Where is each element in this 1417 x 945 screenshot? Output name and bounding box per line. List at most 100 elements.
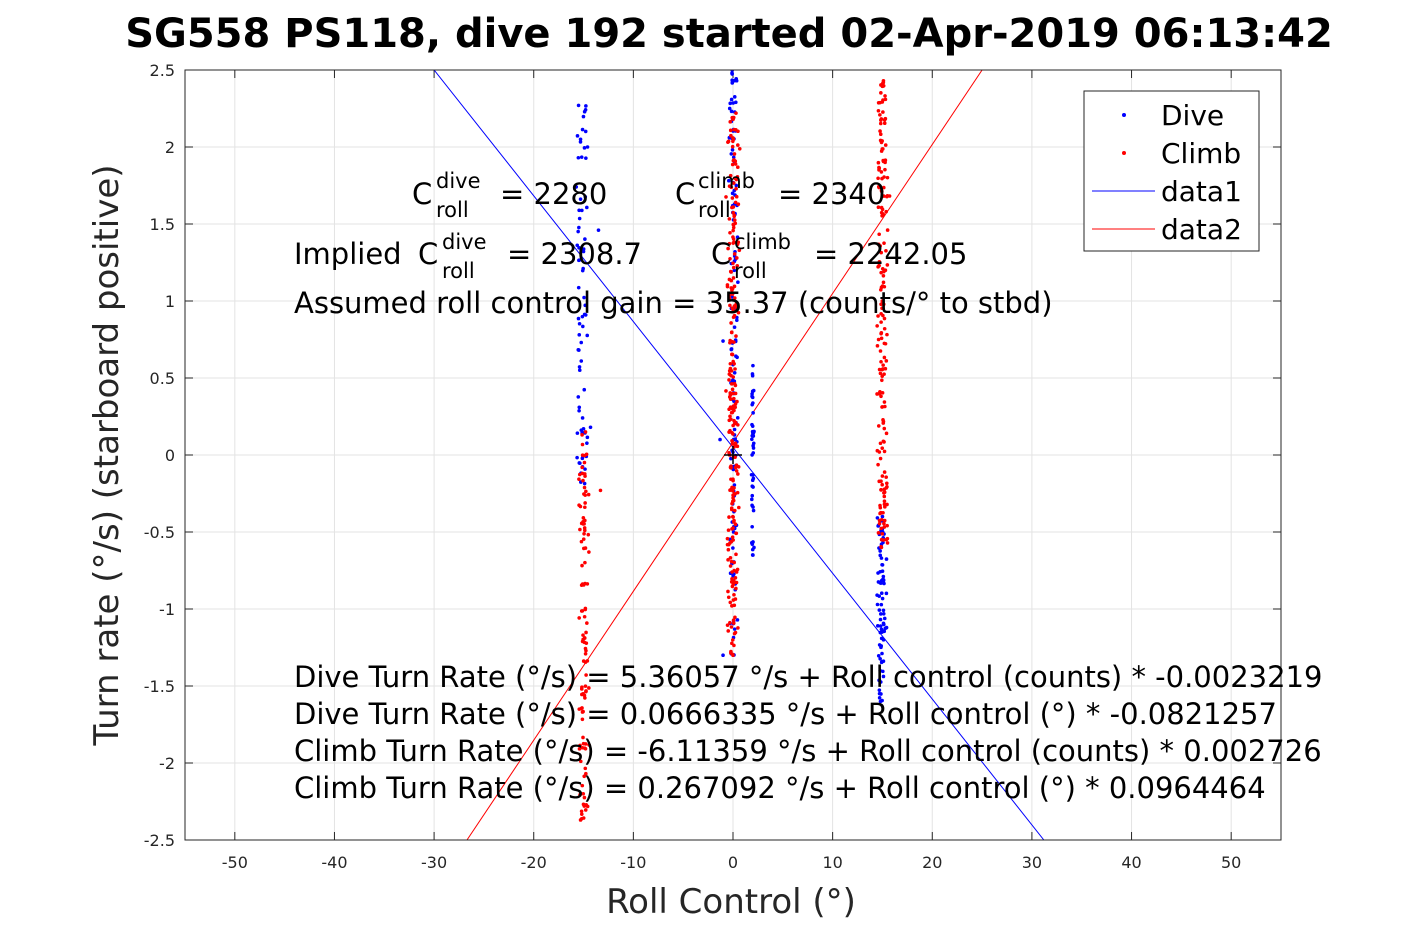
point-dive xyxy=(879,627,884,632)
point-dive xyxy=(730,191,735,196)
point-dive xyxy=(580,314,585,319)
x-tick-label: 50 xyxy=(1221,853,1241,872)
point-dive xyxy=(735,618,740,622)
point-dive xyxy=(879,612,883,616)
point-climb xyxy=(584,673,588,677)
point-climb xyxy=(882,521,886,526)
implied-dive-base: C xyxy=(418,237,438,271)
point-climb xyxy=(583,518,587,523)
point-dive xyxy=(576,103,581,108)
point-climb xyxy=(876,176,880,181)
point-climb xyxy=(731,235,735,239)
point-climb xyxy=(730,579,735,584)
point-dive xyxy=(878,630,883,635)
point-climb xyxy=(733,615,737,620)
legend-data1-label: data1 xyxy=(1161,175,1242,208)
point-climb xyxy=(732,296,737,300)
y-tick-label: -1 xyxy=(159,600,175,619)
point-climb xyxy=(726,629,731,633)
point-climb xyxy=(581,546,586,551)
point-dive xyxy=(718,437,722,442)
point-climb xyxy=(731,139,735,144)
point-climb xyxy=(882,470,887,474)
point-climb xyxy=(883,366,888,371)
point-climb xyxy=(580,710,585,714)
point-dive xyxy=(750,402,754,407)
point-climb xyxy=(733,597,738,601)
point-climb xyxy=(580,442,585,447)
point-climb xyxy=(732,213,737,217)
point-climb xyxy=(583,808,588,812)
point-dive xyxy=(881,659,886,664)
point-climb xyxy=(580,745,585,750)
point-climb xyxy=(728,120,733,124)
c-roll-climb-sub: roll xyxy=(698,198,731,222)
point-climb xyxy=(585,621,589,625)
point-dive xyxy=(879,591,884,595)
point-climb xyxy=(882,316,887,321)
point-dive xyxy=(581,266,585,271)
point-climb xyxy=(726,547,731,552)
point-climb xyxy=(880,367,884,372)
point-climb xyxy=(582,485,587,490)
point-climb xyxy=(581,659,586,663)
point-climb xyxy=(879,117,884,121)
c-roll-climb-value: = 2340 xyxy=(778,177,885,211)
point-climb xyxy=(731,222,736,227)
point-dive xyxy=(878,668,882,673)
point-dive xyxy=(884,625,889,630)
point-climb xyxy=(730,162,735,167)
point-dive xyxy=(750,484,755,488)
point-climb xyxy=(879,302,883,307)
point-climb xyxy=(883,158,888,162)
point-dive xyxy=(750,503,754,508)
legend-dive-label: Dive xyxy=(1161,99,1224,132)
c-roll-climb-sup: climb xyxy=(698,169,755,193)
point-climb xyxy=(581,633,585,637)
point-climb xyxy=(598,488,603,493)
point-climb xyxy=(879,170,884,174)
point-climb xyxy=(583,606,588,611)
point-climb xyxy=(586,532,591,537)
point-climb xyxy=(881,98,885,102)
point-dive xyxy=(575,243,580,248)
point-climb xyxy=(726,528,731,532)
point-climb xyxy=(732,486,736,490)
point-climb xyxy=(587,550,591,554)
point-climb xyxy=(879,320,883,324)
point-dive xyxy=(751,411,755,415)
annotation-c-roll: C dive roll = 2280 C climb roll = 2340 xyxy=(412,169,885,222)
point-climb xyxy=(879,537,884,542)
point-climb xyxy=(735,306,739,311)
point-dive xyxy=(726,178,731,183)
point-climb xyxy=(577,477,581,481)
point-dive xyxy=(751,451,756,455)
point-climb xyxy=(879,336,884,341)
point-dive xyxy=(730,71,734,75)
point-dive xyxy=(881,574,886,579)
point-climb xyxy=(885,541,890,545)
point-dive xyxy=(576,348,581,352)
x-tick-label: 30 xyxy=(1022,853,1042,872)
point-dive xyxy=(732,325,737,330)
point-dive xyxy=(878,624,883,628)
point-climb xyxy=(724,195,728,199)
point-climb xyxy=(726,558,730,562)
point-dive xyxy=(583,194,588,199)
equation-line: Dive Turn Rate (°/s) = 5.36057 °/s + Rol… xyxy=(294,660,1322,694)
point-dive xyxy=(735,416,740,420)
point-climb xyxy=(885,523,889,528)
point-climb xyxy=(729,507,734,512)
point-climb xyxy=(578,743,582,748)
point-climb xyxy=(577,747,582,751)
point-climb xyxy=(729,382,734,386)
point-dive xyxy=(750,429,755,434)
point-climb xyxy=(877,521,882,526)
point-climb xyxy=(883,404,887,409)
point-climb xyxy=(876,314,880,318)
point-climb xyxy=(728,488,732,492)
point-dive xyxy=(730,148,735,152)
point-climb xyxy=(584,689,588,694)
point-climb xyxy=(580,783,585,788)
point-climb xyxy=(581,478,585,483)
